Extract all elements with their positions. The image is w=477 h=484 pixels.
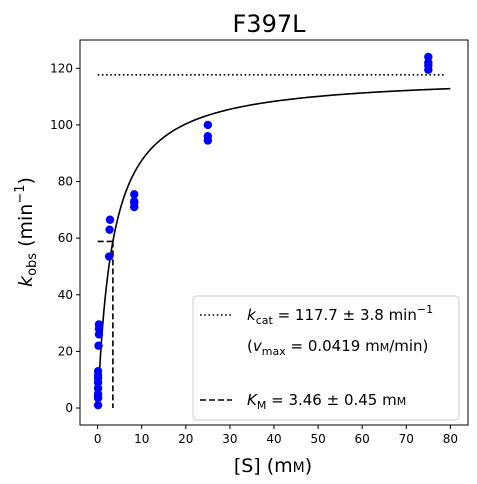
y-tick-label: 120 [50, 61, 73, 75]
x-tick-label: 80 [443, 432, 458, 446]
x-tick-label: 0 [94, 432, 102, 446]
data-point [93, 392, 103, 401]
data-point [94, 341, 103, 350]
legend-kcat-value: = 117.7 ± 3.8 min [273, 306, 417, 324]
legend-km-value: = 3.46 ± 0.45 m [266, 391, 396, 409]
y-axis-label-close: ) [15, 177, 37, 184]
data-point [93, 400, 103, 410]
legend-vmax-sub: max [262, 345, 286, 358]
legend-vmax-close: /min) [389, 337, 428, 355]
legend-vmax-symbol: v [253, 337, 263, 355]
legend-vmax-unit: M [380, 341, 390, 354]
x-tick-label: 60 [355, 432, 370, 446]
y-axis-label-mid: (min [15, 204, 37, 253]
x-tick-label: 50 [310, 432, 325, 446]
data-point [105, 215, 115, 224]
x-axis-label-base: [S] (m [234, 455, 293, 477]
data-point [94, 320, 104, 329]
legend: kcat = 117.7 ± 3.8 min−1 (vmax = 0.0419 … [192, 295, 460, 421]
y-tick-label: 40 [58, 288, 73, 302]
x-axis-ticks: 0 10 20 30 40 50 60 70 80 [94, 425, 458, 446]
legend-vmax-open: ( [247, 337, 253, 355]
chart-title: F397L [233, 10, 307, 38]
legend-km-sub: M [257, 399, 267, 412]
y-axis-label-k: k [15, 275, 37, 287]
legend-km-label: KM = 3.46 ± 0.45 mM [247, 391, 406, 412]
x-tick-label: 10 [134, 432, 149, 446]
y-tick-label: 20 [58, 344, 73, 358]
data-point [104, 252, 114, 261]
y-axis-label-sub: obs [25, 253, 40, 276]
plot-area [93, 52, 451, 410]
x-axis-label-unit: M [293, 460, 305, 476]
legend-vmax-value: = 0.0419 m [286, 337, 380, 355]
data-point [130, 197, 139, 206]
legend-kcat-label: kcat = 117.7 ± 3.8 min−1 [247, 303, 433, 327]
legend-km-unit: M [397, 395, 407, 408]
y-tick-label: 80 [58, 175, 73, 189]
legend-kcat-sup: −1 [417, 303, 433, 316]
data-point [105, 225, 114, 234]
legend-vmax-label: (vmax = 0.0419 mM/min) [247, 337, 428, 358]
data-point [130, 190, 139, 199]
y-tick-label: 100 [50, 118, 73, 132]
y-axis-ticks: 0 20 40 60 80 100 120 [50, 61, 80, 415]
y-tick-label: 60 [58, 231, 73, 245]
x-tick-label: 40 [266, 432, 281, 446]
x-tick-label: 20 [178, 432, 193, 446]
x-axis-label: [S] (mM) [234, 455, 312, 477]
data-point [203, 132, 213, 141]
data-point [424, 52, 433, 62]
y-axis-label-sup: −1 [13, 184, 28, 203]
y-axis-label: kobs (min−1) [13, 177, 40, 287]
legend-km-symbol: K [247, 391, 258, 409]
x-axis-label-close: ) [305, 455, 312, 477]
x-tick-label: 70 [399, 432, 414, 446]
data-point [93, 367, 103, 376]
legend-kcat-symbol: k [247, 306, 257, 324]
legend-kcat-sub: cat [256, 314, 274, 327]
x-tick-label: 30 [222, 432, 237, 446]
y-tick-label: 0 [65, 401, 73, 415]
data-point [203, 120, 213, 130]
fit-curve [96, 87, 451, 409]
legend-box [192, 295, 460, 421]
